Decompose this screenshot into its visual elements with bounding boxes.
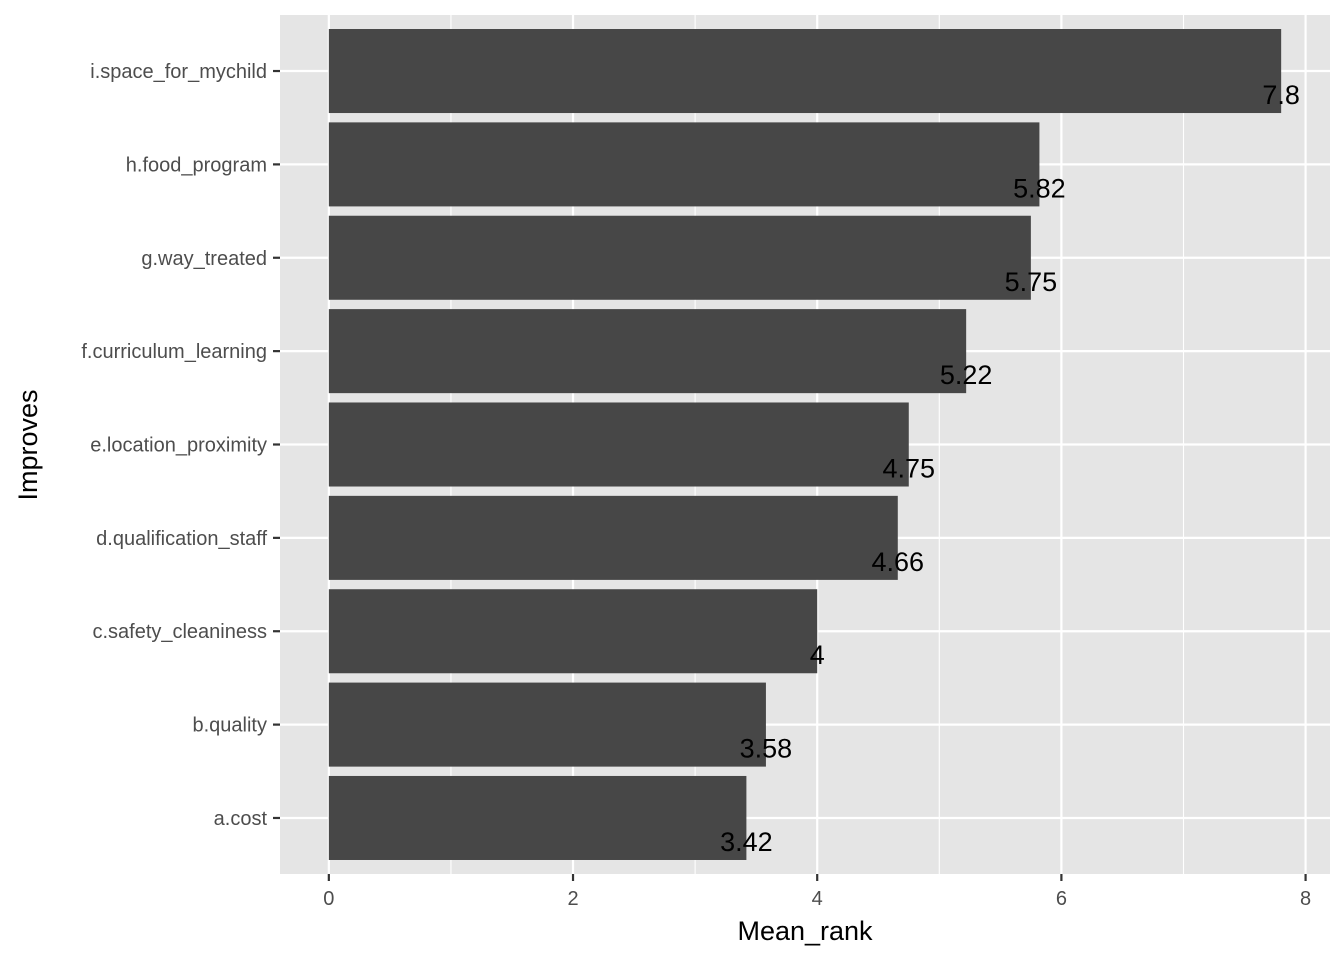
data-label: 5.82 <box>1013 173 1066 203</box>
x-tick-label: 2 <box>567 888 578 910</box>
x-axis: 0 2 4 6 8 <box>323 874 1311 910</box>
bar <box>328 589 818 674</box>
data-label: 5.75 <box>1005 267 1058 297</box>
y-tick-label: c.safety_cleaniness <box>92 621 267 643</box>
y-tick-label: e.location_proximity <box>90 435 267 457</box>
y-tick-label: f.curriculum_learning <box>81 341 267 363</box>
data-label: 4 <box>810 640 825 670</box>
y-axis-title: Improves <box>13 389 43 500</box>
data-label: 7.8 <box>1262 80 1300 110</box>
x-tick-label: 8 <box>1300 888 1311 910</box>
bar <box>328 122 1040 207</box>
data-label: 5.22 <box>940 360 993 390</box>
y-tick-label: b.quality <box>193 715 268 737</box>
data-label: 4.75 <box>882 454 935 484</box>
data-label: 3.42 <box>720 827 773 857</box>
bar <box>328 402 909 487</box>
bar <box>328 215 1031 300</box>
data-labels: 3.42 3.58 4 4.66 4.75 5.22 5.75 5.82 7.8 <box>720 80 1300 857</box>
x-tick-label: 0 <box>323 888 334 910</box>
y-tick-label: i.space_for_mychild <box>90 61 267 83</box>
y-tick-label: h.food_program <box>126 154 267 176</box>
bar <box>328 682 766 767</box>
y-tick-label: d.qualification_staff <box>96 528 267 550</box>
bar <box>328 29 1282 114</box>
data-label: 4.66 <box>872 547 925 577</box>
bar <box>328 775 747 860</box>
x-tick-label: 4 <box>812 888 823 910</box>
x-tick-label: 6 <box>1056 888 1067 910</box>
bar <box>328 495 898 580</box>
bar <box>328 309 967 394</box>
y-tick-label: a.cost <box>214 808 268 830</box>
y-axis: a.cost b.quality c.safety_cleaniness d.qual… <box>81 61 280 830</box>
bars <box>328 29 1282 860</box>
x-axis-title: Mean_rank <box>737 916 873 946</box>
y-tick-label: g.way_treated <box>141 248 267 270</box>
data-label: 3.58 <box>740 734 793 764</box>
